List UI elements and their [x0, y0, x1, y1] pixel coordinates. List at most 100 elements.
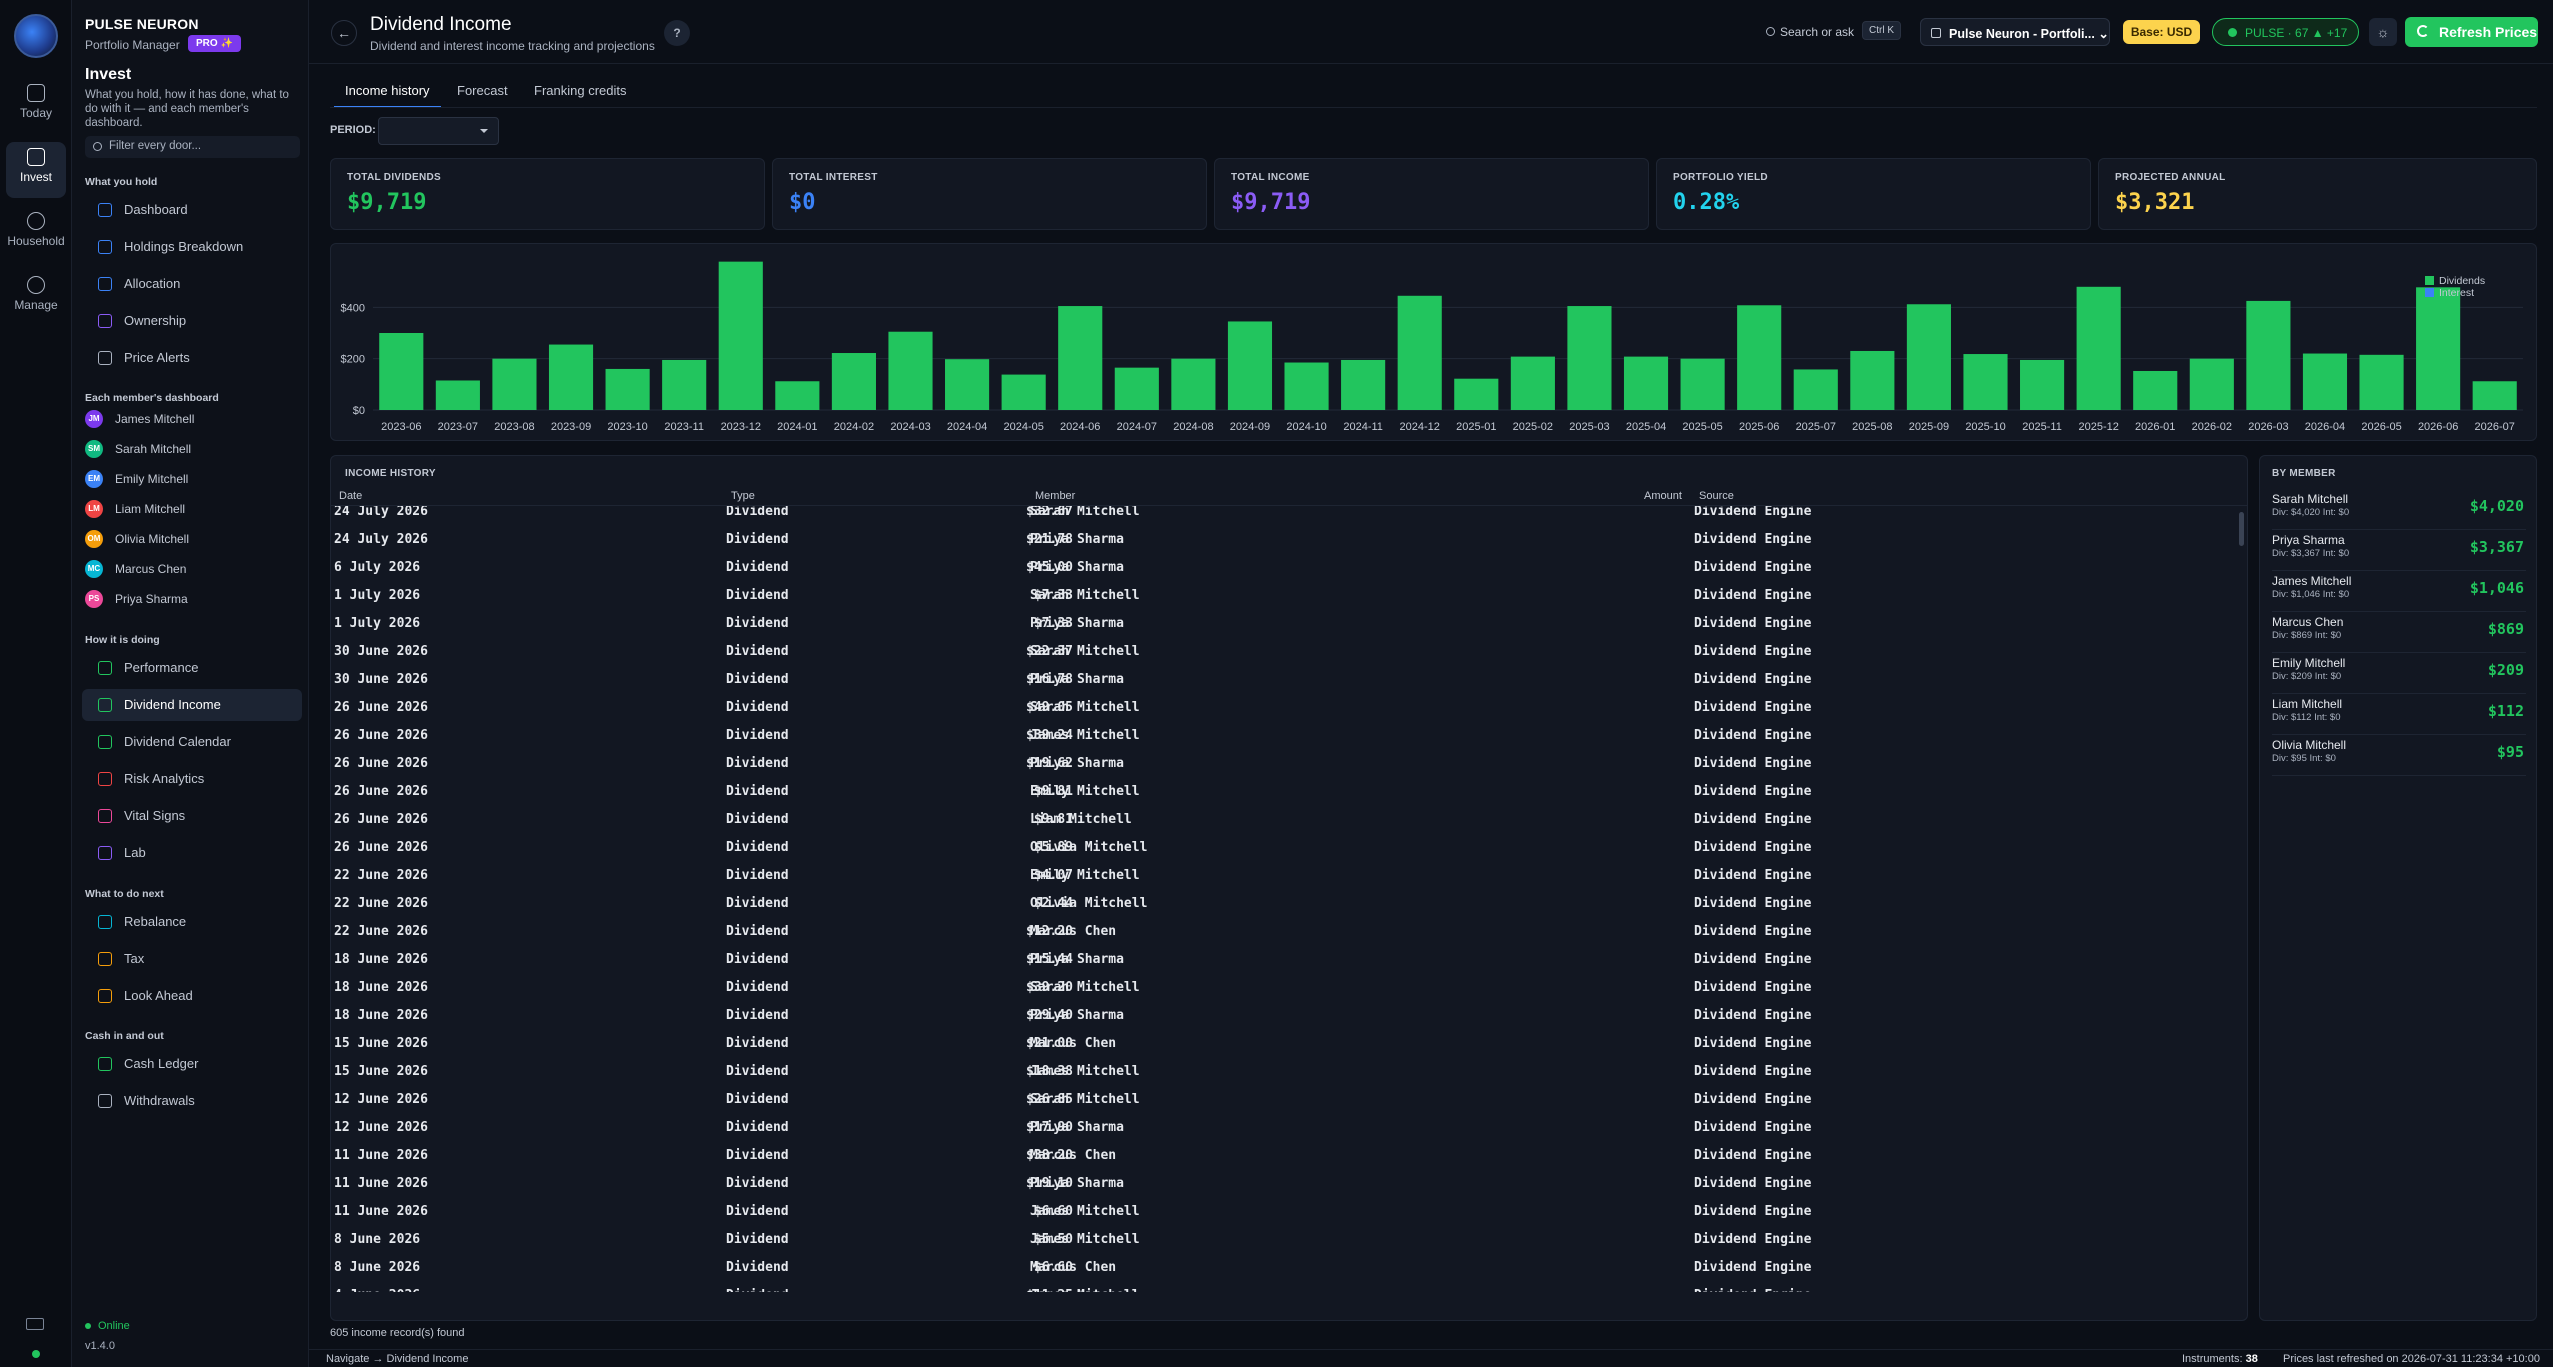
table-row[interactable]: 4 June 2026 Dividend James Mitchell$11.25 D…	[331, 1288, 2235, 1292]
table-row[interactable]: 22 June 2026 Dividend Olivia Mitchell $2.44…	[331, 896, 2235, 926]
cell-source: Dividend Engine	[1694, 1092, 1812, 1107]
sidebar-item-vital-signs[interactable]: Vital Signs	[82, 800, 302, 832]
member-link-james-mitchell[interactable]: JM James Mitchell	[85, 409, 194, 429]
table-row[interactable]: 26 June 2026 Dividend Liam Mitchell $9.81 Di…	[331, 812, 2235, 842]
pulse-score-badge[interactable]: PULSE · 67 ▲ +17	[2212, 18, 2359, 46]
member-link-sarah-mitchell[interactable]: SM Sarah Mitchell	[85, 439, 191, 459]
tab-forecast[interactable]: Forecast	[457, 83, 508, 98]
filter-input[interactable]: Filter every door...	[85, 136, 300, 158]
rail-household[interactable]: Household	[6, 206, 66, 262]
sidebar-item-withdrawals[interactable]: Withdrawals	[82, 1085, 302, 1117]
member-link-olivia-mitchell[interactable]: OM Olivia Mitchell	[85, 529, 189, 549]
sidebar-item-look-ahead[interactable]: Look Ahead	[82, 980, 302, 1012]
member-row-james-mitchell[interactable]: James Mitchell Div: $1,046 Int: $0 $1,046	[2272, 572, 2526, 612]
cell-type: Dividend	[726, 1120, 789, 1135]
cell-date: 26 June 2026	[334, 784, 428, 799]
help-button[interactable]: ?	[664, 20, 690, 46]
theme-toggle-icon[interactable]: ☼	[2369, 18, 2397, 46]
sidebar-item-dividend-income[interactable]: Dividend Income	[82, 689, 302, 721]
cell-member: Priya Sharma	[1030, 952, 1124, 967]
table-row[interactable]: 24 July 2026 Dividend Sarah Mitchell $32.67…	[331, 506, 2235, 534]
portfolio-select[interactable]: Pulse Neuron - Portfoli... ⌄	[1920, 18, 2110, 46]
table-row[interactable]: 18 June 2026 Dividend Priya Sharma $29.40 Di…	[331, 1008, 2235, 1038]
sidebar-item-price-alerts[interactable]: Price Alerts	[82, 342, 302, 374]
table-row[interactable]: 15 June 2026 Dividend James Mitchell $18.38…	[331, 1064, 2235, 1094]
table-row[interactable]: 11 June 2026 Dividend James Mitchell $6.60 D…	[331, 1204, 2235, 1234]
table-scrollbar[interactable]	[2239, 512, 2244, 546]
table-row[interactable]: 8 June 2026 Dividend Marcus Chen $6.60 Divid…	[331, 1260, 2235, 1290]
member-row-sarah-mitchell[interactable]: Sarah Mitchell Div: $4,020 Int: $0 $4,020	[2272, 490, 2526, 530]
member-row-liam-mitchell[interactable]: Liam Mitchell Div: $112 Int: $0 $112	[2272, 695, 2526, 735]
rail-today[interactable]: Today	[6, 78, 66, 134]
sidebar-item-ownership[interactable]: Ownership	[82, 305, 302, 337]
app-logo[interactable]	[14, 14, 58, 58]
table-row[interactable]: 15 June 2026 Dividend Marcus Chen $21.00 Div…	[331, 1036, 2235, 1066]
status-bar: Navigate → Dividend Income Instruments: …	[309, 1349, 2553, 1367]
card-value: $0	[789, 190, 816, 215]
col-header-amount[interactable]: Amount	[1644, 490, 1682, 502]
search-button[interactable]: Search or ask	[1756, 20, 1911, 44]
col-header-type[interactable]: Type	[731, 490, 755, 502]
period-select[interactable]	[378, 117, 499, 145]
sidebar-item-performance[interactable]: Performance	[82, 652, 302, 684]
member-link-marcus-chen[interactable]: MC Marcus Chen	[85, 559, 186, 579]
member-row-emily-mitchell[interactable]: Emily Mitchell Div: $209 Int: $0 $209	[2272, 654, 2526, 694]
member-link-priya-sharma[interactable]: PS Priya Sharma	[85, 589, 188, 609]
sidebar-item-cash-ledger[interactable]: Cash Ledger	[82, 1048, 302, 1080]
table-row[interactable]: 30 June 2026 Dividend Priya Sharma $16.78 Di…	[331, 672, 2235, 702]
sidebar-item-lab[interactable]: Lab	[82, 837, 302, 869]
table-row[interactable]: 22 June 2026 Dividend Emily Mitchell $4.07 D…	[331, 868, 2235, 898]
table-row[interactable]: 12 June 2026 Dividend Sarah Mitchell $26.85…	[331, 1092, 2235, 1122]
table-row[interactable]: 6 July 2026 Dividend Priya Sharma $45.00 Div…	[331, 560, 2235, 590]
col-header-date[interactable]: Date	[339, 490, 363, 502]
tab-income-history[interactable]: Income history	[334, 80, 441, 108]
table-row[interactable]: 26 June 2026 Dividend Sarah Mitchell $49.05…	[331, 700, 2235, 730]
col-header-member[interactable]: Member	[1035, 490, 1076, 502]
cell-member: Olivia Mitchell	[1030, 840, 1148, 855]
table-row[interactable]: 22 June 2026 Dividend Marcus Chen $12.20 Div…	[331, 924, 2235, 954]
briefcase-icon	[1931, 28, 1941, 38]
table-row[interactable]: 18 June 2026 Dividend Sarah Mitchell $39.20…	[331, 980, 2235, 1010]
cell-date: 8 June 2026	[334, 1260, 421, 1275]
base-currency-badge[interactable]: Base: USD	[2123, 20, 2200, 44]
rail-invest[interactable]: Invest	[6, 142, 66, 198]
member-link-emily-mitchell[interactable]: EM Emily Mitchell	[85, 469, 188, 489]
sidebar-item-dashboard[interactable]: Dashboard	[82, 194, 302, 226]
cell-type: Dividend	[726, 1176, 789, 1191]
x-tick-label: 2026-02	[2192, 421, 2232, 433]
back-button[interactable]: ←	[331, 20, 357, 46]
table-row[interactable]: 26 June 2026 Dividend Emily Mitchell $9.81 D…	[331, 784, 2235, 814]
sidebar-item-risk-analytics[interactable]: Risk Analytics	[82, 763, 302, 795]
table-row[interactable]: 1 July 2026 Dividend Priya Sharma $7.33 Divi…	[331, 616, 2235, 646]
member-row-marcus-chen[interactable]: Marcus Chen Div: $869 Int: $0 $869	[2272, 613, 2526, 653]
member-row-olivia-mitchell[interactable]: Olivia Mitchell Div: $95 Int: $0 $95	[2272, 736, 2526, 776]
cell-type: Dividend	[726, 1008, 789, 1023]
table-row[interactable]: 26 June 2026 Dividend Olivia Mitchell $5.89…	[331, 840, 2235, 870]
record-count: 605 income record(s) found	[330, 1327, 465, 1339]
col-header-source[interactable]: Source	[1699, 490, 1734, 502]
table-row[interactable]: 18 June 2026 Dividend Priya Sharma $15.44 Di…	[331, 952, 2235, 982]
member-link-liam-mitchell[interactable]: LM Liam Mitchell	[85, 499, 185, 519]
table-row[interactable]: 26 June 2026 Dividend Priya Sharma $19.62 Di…	[331, 756, 2235, 786]
sidebar-item-holdings-breakdown[interactable]: Holdings Breakdown	[82, 231, 302, 263]
sidebar-item-allocation[interactable]: Allocation	[82, 268, 302, 300]
keyboard-icon[interactable]	[26, 1318, 44, 1330]
table-row[interactable]: 12 June 2026 Dividend Priya Sharma $17.90 Di…	[331, 1120, 2235, 1150]
sidebar-item-tax[interactable]: Tax	[82, 943, 302, 975]
x-tick-label: 2026-01	[2135, 421, 2175, 433]
table-row[interactable]: 1 July 2026 Dividend Sarah Mitchell $7.33 Di…	[331, 588, 2235, 618]
bar-dividends	[1397, 295, 1442, 410]
sidebar-item-rebalance[interactable]: Rebalance	[82, 906, 302, 938]
sidebar-item-dividend-calendar[interactable]: Dividend Calendar	[82, 726, 302, 758]
table-row[interactable]: 11 June 2026 Dividend Priya Sharma $19.10 Di…	[331, 1176, 2235, 1206]
table-row[interactable]: 8 June 2026 Dividend James Mitchell $5.50 Di…	[331, 1232, 2235, 1262]
table-row[interactable]: 24 July 2026 Dividend Priya Sharma $21.78 Di…	[331, 532, 2235, 562]
refresh-prices-button[interactable]: Refresh Prices	[2405, 17, 2538, 47]
table-row[interactable]: 30 June 2026 Dividend Sarah Mitchell $22.37…	[331, 644, 2235, 674]
table-row[interactable]: 11 June 2026 Dividend Marcus Chen $38.20 Div…	[331, 1148, 2235, 1178]
rail-manage[interactable]: Manage	[6, 270, 66, 326]
member-row-priya-sharma[interactable]: Priya Sharma Div: $3,367 Int: $0 $3,367	[2272, 531, 2526, 571]
cell-source: Dividend Engine	[1694, 1176, 1812, 1191]
tab-franking-credits[interactable]: Franking credits	[534, 83, 627, 98]
table-row[interactable]: 26 June 2026 Dividend James Mitchell $39.24…	[331, 728, 2235, 758]
